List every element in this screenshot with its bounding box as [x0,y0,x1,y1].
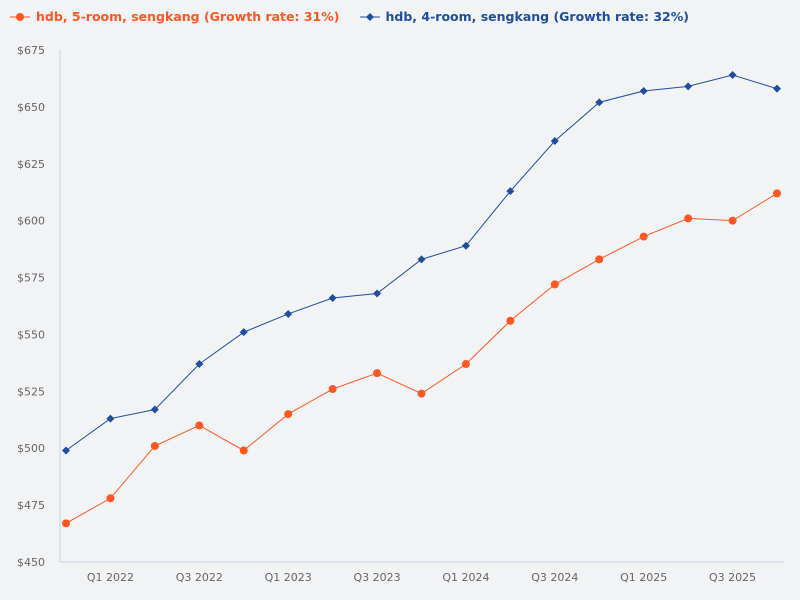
circle-marker-icon [10,12,30,21]
data-point [461,241,470,250]
y-tick-label: $650 [17,101,45,114]
data-point [461,360,470,369]
data-point [417,389,426,398]
y-tick-label: $600 [17,215,45,228]
x-tick-label: Q3 2025 [709,571,756,584]
data-point [639,86,648,95]
y-tick-label: $675 [17,44,45,57]
data-point [684,82,693,91]
data-point [728,71,737,80]
y-tick-label: $500 [17,442,45,455]
data-point [506,316,515,325]
y-tick-label: $450 [17,556,45,569]
x-tick-label: Q3 2023 [353,571,400,584]
y-tick-label: $575 [17,272,45,285]
data-point [195,360,204,369]
x-tick-label: Q3 2022 [176,571,223,584]
data-point [639,232,648,241]
data-point [550,280,559,289]
y-tick-label: $625 [17,158,45,171]
data-point [595,98,604,107]
diamond-marker-icon [359,12,380,21]
data-point [106,414,115,423]
data-point [506,187,515,196]
legend-item-5-room[interactable]: hdb, 5-room, sengkang (Growth rate: 31%) [10,9,340,24]
data-point [328,294,337,303]
y-tick-label: $525 [17,385,45,398]
legend-label: hdb, 5-room, sengkang (Growth rate: 31%) [36,9,340,24]
data-point [239,446,248,455]
y-tick-label: $475 [17,499,45,512]
data-point [195,421,204,430]
data-point [773,189,781,198]
data-point [62,446,70,455]
data-point [239,328,248,337]
x-tick-label: Q1 2023 [265,571,312,584]
data-point [684,214,693,223]
data-point [417,255,426,264]
data-point [373,289,382,298]
data-point [328,385,337,394]
series-line-1 [65,192,778,524]
data-point [728,216,737,225]
data-point [150,441,159,450]
data-point [595,255,604,264]
legend: hdb, 5-room, sengkang (Growth rate: 31%)… [10,9,689,24]
data-point [62,519,70,528]
data-point [284,309,293,318]
x-tick-label: Q3 2024 [531,571,578,584]
x-tick-label: Q1 2024 [442,571,489,584]
data-point [373,369,382,378]
x-tick-label: Q1 2025 [620,571,667,584]
data-point [773,84,781,93]
data-point [150,405,159,414]
x-tick-label: Q1 2022 [87,571,134,584]
legend-item-4-room[interactable]: hdb, 4-room, sengkang (Growth rate: 32%) [359,9,690,24]
data-point [550,137,559,146]
y-tick-label: $550 [17,328,45,341]
legend-label: hdb, 4-room, sengkang (Growth rate: 32%) [385,9,690,24]
data-point [284,410,293,419]
data-point [106,494,115,503]
